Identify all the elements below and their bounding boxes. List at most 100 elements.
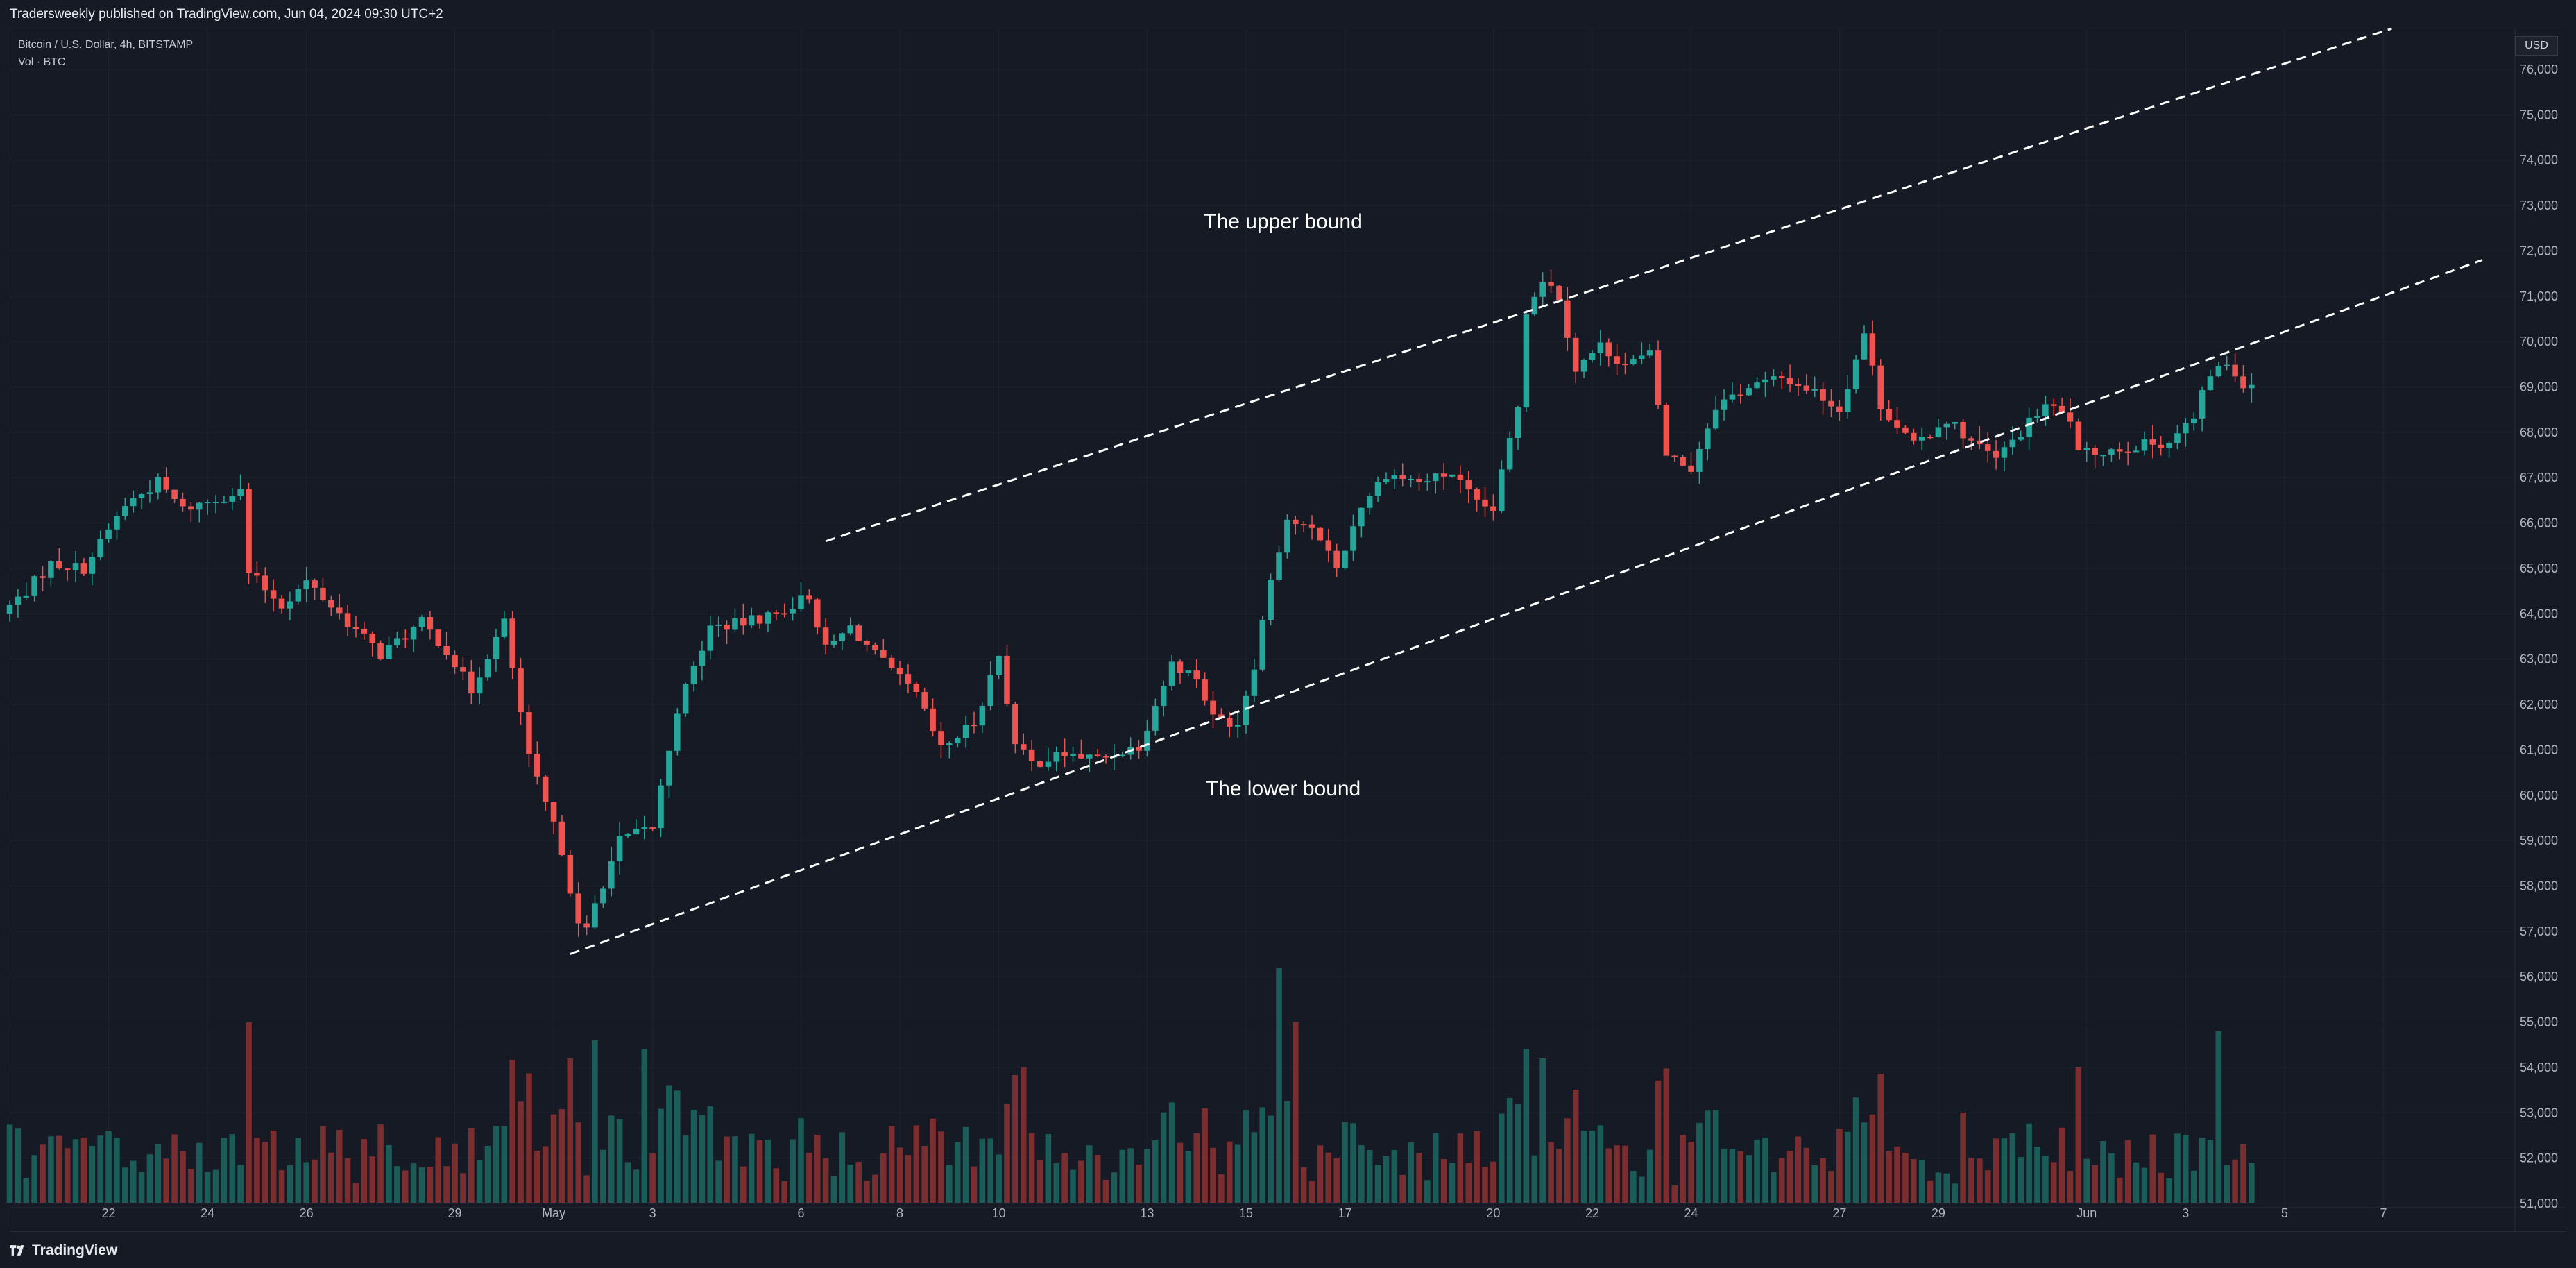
volume-bar (501, 1126, 508, 1203)
time-axis[interactable]: 22 24 26 29 May 3 6 8 10 13 15 17 20 22 24 27 29 Jun 3 5 7 (102, 1206, 2387, 1220)
volume-bar (592, 1040, 598, 1203)
candle-body (880, 650, 887, 658)
volume-bar (2215, 1031, 2222, 1203)
volume-bar (1127, 1148, 1134, 1203)
candle-body (2117, 449, 2123, 452)
time-tick-label: 29 (1931, 1206, 1945, 1220)
candle-body (23, 595, 30, 598)
volume-bar (707, 1106, 714, 1203)
volume-bar (839, 1132, 846, 1203)
volume-bar (1844, 1131, 1851, 1203)
volume-bar (1754, 1139, 1760, 1203)
volume-bar (2158, 1172, 2164, 1203)
candle-body (336, 607, 343, 614)
price-tick-label: 72,000 (2520, 244, 2558, 257)
candle-body (303, 580, 309, 589)
tradingview-logo[interactable]: TradingView (10, 1242, 117, 1259)
candle-body (1474, 489, 1480, 500)
volume-bar (624, 1162, 631, 1203)
time-tick-label: 7 (2380, 1206, 2387, 1220)
volume-bar (56, 1135, 62, 1203)
candle-body (394, 638, 400, 645)
volume-bar (1440, 1158, 1447, 1203)
volume-bar (1968, 1158, 1974, 1203)
candle-body (1391, 475, 1398, 480)
symbol-title[interactable]: Bitcoin / U.S. Dollar, 4h, BITSTAMP (18, 39, 194, 51)
volume-bar (1284, 1101, 1290, 1203)
candle-body (72, 563, 79, 570)
candle-body (501, 618, 508, 637)
candle-body (1984, 444, 1991, 451)
volume-bar (1688, 1142, 1694, 1203)
volume-bar (386, 1144, 392, 1203)
candle-body (1383, 479, 1390, 482)
candle-body (1705, 428, 1711, 450)
volume-bar (237, 1165, 244, 1203)
volume-bar (2232, 1159, 2238, 1203)
annotations: The upper bound The lower bound (1204, 210, 1363, 800)
volume-bar (526, 1073, 532, 1203)
candle-body (649, 827, 656, 829)
volume-bar (262, 1142, 268, 1203)
candle-body (2124, 451, 2131, 453)
volume-bar (1506, 1097, 1513, 1203)
candle-body (962, 725, 969, 738)
volume-bar (2183, 1134, 2189, 1203)
volume-bar (418, 1167, 425, 1203)
volume-bar (1778, 1158, 1785, 1203)
volume-bar (905, 1155, 912, 1203)
price-tick-label: 69,000 (2520, 380, 2558, 394)
candle-body (2183, 423, 2189, 434)
candle-body (756, 615, 763, 624)
volume-bar (394, 1166, 400, 1203)
volume-bar (460, 1173, 466, 1203)
candle-body (1721, 399, 1728, 410)
volume-bar (674, 1090, 681, 1203)
volume-bar (1795, 1136, 1802, 1203)
candle-body (740, 618, 747, 626)
time-tick-label: 8 (896, 1206, 903, 1220)
volume-bar (756, 1140, 763, 1203)
volume-bar (1366, 1149, 1373, 1203)
candle-body (1094, 754, 1101, 756)
candle-body (1358, 507, 1365, 527)
volume-bar (1564, 1118, 1571, 1203)
time-tick-label: 13 (1140, 1206, 1154, 1220)
candle-body (1333, 550, 1340, 568)
volume-bar (748, 1133, 755, 1203)
candle-body (518, 668, 524, 713)
candle-body (1193, 670, 1200, 680)
price-axis[interactable]: 51,000 52,000 53,000 54,000 55,000 56,000 57,0… (2520, 62, 2558, 1210)
volume-bar (1886, 1151, 1892, 1203)
price-tick-label: 52,000 (2520, 1151, 2558, 1165)
candle-body (1927, 437, 1934, 439)
lower-bound-label: The lower bound (1206, 777, 1360, 800)
candle-body (1259, 620, 1266, 670)
candle-body (2018, 437, 2024, 440)
volume-bar (484, 1145, 491, 1203)
candle-body (48, 561, 54, 578)
volume-bar (1465, 1163, 1472, 1203)
candle-body (765, 612, 771, 624)
time-tick-label: 22 (102, 1206, 116, 1220)
published-text: Tradersweekly published on TradingView.c… (10, 7, 443, 22)
candle-body (526, 712, 532, 754)
candle-body (2092, 448, 2098, 455)
price-tick-label: 53,000 (2520, 1106, 2558, 1119)
candle-body (1960, 421, 1966, 439)
candle-body (254, 573, 260, 576)
candle-body (1202, 679, 1208, 701)
candle-body (1070, 754, 1076, 756)
candle-body (1737, 394, 1744, 396)
volume-bar (1737, 1151, 1744, 1203)
currency-badge[interactable]: USD (2515, 36, 2558, 56)
candle-body (616, 836, 623, 862)
candle-body (295, 589, 302, 602)
volume-indicator-title[interactable]: Vol · BTC (18, 56, 66, 68)
candle-body (163, 477, 169, 490)
volume-bar (1457, 1133, 1464, 1203)
candle-body (864, 641, 870, 645)
price-tick-label: 57,000 (2520, 924, 2558, 938)
volume-bar (130, 1160, 137, 1203)
